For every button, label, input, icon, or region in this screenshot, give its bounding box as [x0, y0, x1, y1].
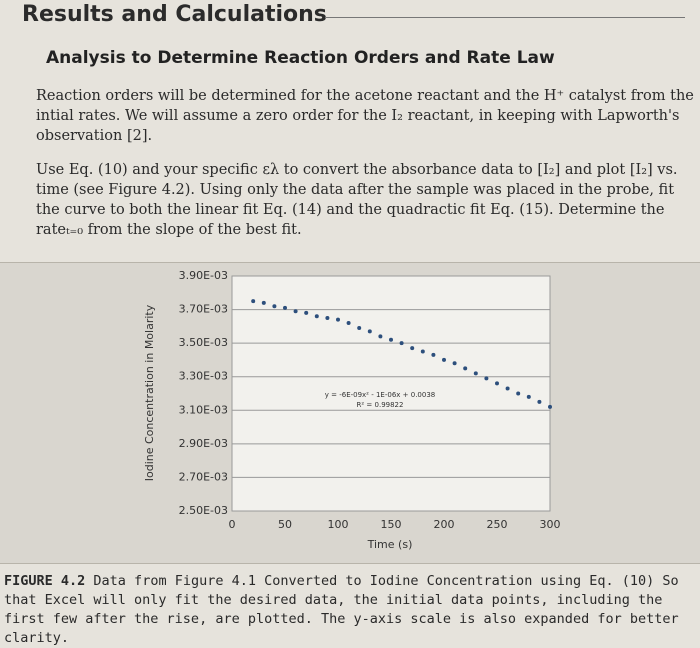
data-point: [293, 309, 298, 314]
paragraph: Reaction orders will be determined for t…: [36, 88, 694, 144]
data-point: [389, 337, 393, 342]
heading: Results and Calculations: [22, 2, 327, 27]
data-point: [399, 341, 404, 346]
figure: y = -6E-09x² - 1E-06x + 0.0038 R² = 0.99…: [0, 262, 700, 564]
y-axis-title: Iodine Concentration in Molarity: [143, 304, 156, 481]
data-point: [336, 317, 340, 322]
data-point: [325, 315, 330, 320]
subheading: Analysis to Determine Reaction Orders an…: [46, 48, 555, 68]
data-point: [378, 334, 383, 339]
data-point: [357, 326, 362, 331]
x-axis-title: Time (s): [367, 538, 413, 551]
data-point: [548, 404, 552, 409]
data-point: [261, 300, 266, 305]
data-point: [537, 399, 542, 404]
data-point: [495, 381, 499, 386]
data-point: [420, 349, 425, 354]
x-tick-label: 150: [381, 518, 402, 531]
y-tick-label: 2.50E-03: [179, 504, 228, 517]
data-point: [346, 321, 351, 325]
caption: FIGURE 4.2 Data from Figure 4.1 Converte…: [4, 572, 698, 648]
data-point: [452, 361, 457, 366]
y-tick-label: 2.90E-03: [179, 437, 228, 450]
x-tick-label: 300: [540, 518, 561, 531]
y-tick-label: 3.90E-03: [179, 269, 228, 282]
rule: [325, 17, 685, 18]
data-point: [526, 394, 531, 399]
annotation: y = -6E-09x² - 1E-06x + 0.0038: [325, 391, 435, 399]
x-tick-label: 50: [278, 518, 292, 531]
data-point: [251, 299, 256, 304]
x-tick-label: 100: [328, 518, 349, 531]
y-tick-label: 3.10E-03: [179, 403, 228, 416]
data-point: [473, 371, 478, 376]
data-point: [505, 386, 510, 391]
paragraph: Use Eq. (10) and your specific ελ to con…: [36, 162, 678, 238]
y-tick-label: 3.70E-03: [179, 303, 228, 316]
data-point: [304, 310, 309, 315]
data-point: [516, 391, 521, 396]
data-point: [367, 329, 372, 334]
data-point: [283, 305, 287, 310]
y-tick-label: 3.30E-03: [179, 370, 228, 383]
data-point: [314, 314, 319, 319]
x-tick-label: 0: [229, 518, 236, 531]
plot-area: [231, 275, 551, 512]
x-tick-label: 250: [487, 518, 508, 531]
y-tick-label: 2.70E-03: [179, 470, 228, 483]
data-point: [484, 376, 489, 381]
x-tick-label: 200: [434, 518, 455, 531]
data-point: [272, 304, 277, 309]
annotation: R² = 0.99822: [357, 401, 404, 409]
data-point: [463, 366, 468, 371]
chart: y = -6E-09x² - 1E-06x + 0.0038 R² = 0.99…: [143, 269, 561, 551]
caption-label: FIGURE 4.2: [4, 573, 86, 589]
data-point: [442, 357, 446, 362]
data-point: [410, 346, 415, 351]
y-tick-label: 3.50E-03: [179, 336, 228, 349]
caption-text: Data from Figure 4.1 Converted to Iodine…: [4, 573, 679, 646]
data-point: [431, 352, 436, 357]
